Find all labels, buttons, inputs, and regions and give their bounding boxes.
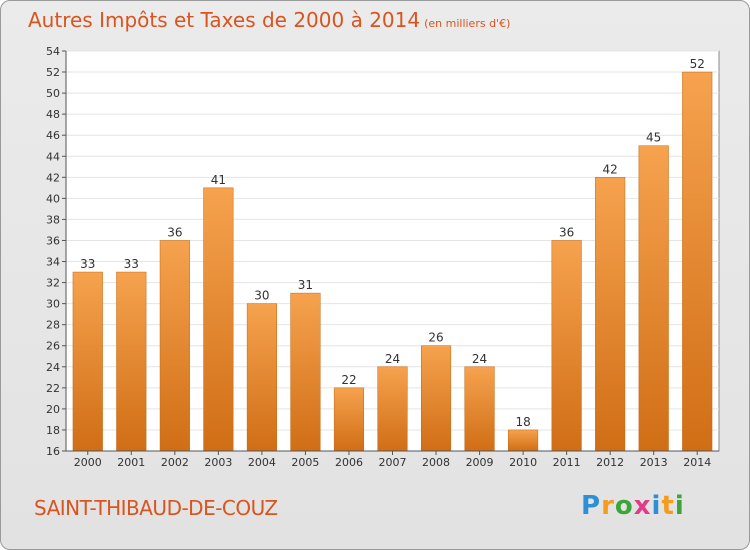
bar-value-label: 36 [559, 225, 574, 239]
bar [377, 366, 408, 452]
bar [508, 429, 539, 452]
bar [116, 271, 147, 452]
bar [246, 303, 277, 452]
y-tick-label: 24 [46, 361, 60, 374]
y-tick-label: 54 [46, 45, 60, 58]
logo-letter: i [674, 491, 685, 521]
y-tick-label: 46 [46, 129, 60, 142]
bar-value-label: 33 [124, 257, 139, 271]
chart-title-text: Autres Impôts et Taxes de 2000 à 2014 [28, 8, 421, 32]
bar-value-label: 18 [515, 415, 530, 429]
bar-value-label: 45 [646, 131, 661, 145]
x-tick-label: 2014 [683, 456, 711, 469]
logo-letter: r [601, 491, 615, 521]
y-tick-label: 40 [46, 192, 60, 205]
bar [203, 187, 234, 452]
bar-value-label: 42 [603, 162, 618, 176]
x-tick-label: 2008 [422, 456, 450, 469]
bar [595, 177, 626, 452]
y-tick-label: 36 [46, 234, 60, 247]
x-tick-label: 2002 [161, 456, 189, 469]
proxiti-logo: Proxiti [581, 491, 685, 521]
chart-title: Autres Impôts et Taxes de 2000 à 2014 (en… [28, 8, 510, 32]
y-tick-label: 28 [46, 319, 60, 332]
bar [551, 240, 582, 452]
y-tick-label: 42 [46, 171, 60, 184]
y-tick-label: 44 [46, 150, 60, 163]
bar-value-label: 41 [211, 173, 226, 187]
y-tick-label: 48 [46, 108, 60, 121]
bar-value-label: 52 [690, 57, 705, 71]
bar-value-label: 24 [472, 352, 487, 366]
x-tick-label: 2010 [509, 456, 537, 469]
x-tick-label: 2012 [596, 456, 624, 469]
x-tick-label: 2003 [204, 456, 232, 469]
bar-value-label: 36 [167, 225, 182, 239]
x-tick-label: 2007 [379, 456, 407, 469]
bar-value-label: 31 [298, 278, 313, 292]
bar-value-label: 33 [80, 257, 95, 271]
commune-name: SAINT-THIBAUD-DE-COUZ [34, 496, 278, 520]
y-tick-label: 50 [46, 87, 60, 100]
bar-value-label: 24 [385, 352, 400, 366]
bar-value-label: 30 [254, 289, 269, 303]
x-tick-label: 2004 [248, 456, 276, 469]
logo-letter: x [633, 491, 652, 521]
y-tick-label: 18 [46, 424, 60, 437]
x-tick-label: 2001 [117, 456, 145, 469]
y-tick-label: 52 [46, 66, 60, 79]
bar [682, 71, 713, 452]
bar [333, 387, 365, 452]
y-tick-label: 22 [46, 382, 60, 395]
x-tick-label: 2006 [335, 456, 363, 469]
x-tick-label: 2005 [291, 456, 319, 469]
y-tick-label: 26 [46, 340, 60, 353]
y-tick-label: 16 [46, 445, 60, 458]
logo-letter: t [661, 491, 675, 521]
bar [290, 292, 321, 452]
bar-value-label: 22 [341, 373, 356, 387]
bar [638, 145, 669, 452]
y-tick-label: 32 [46, 277, 60, 290]
bar [72, 271, 103, 452]
logo-letter: o [614, 491, 634, 521]
bar [464, 366, 495, 452]
bar [420, 345, 452, 452]
y-tick-label: 34 [46, 256, 60, 269]
x-tick-label: 2000 [74, 456, 102, 469]
y-tick-label: 30 [46, 298, 60, 311]
x-tick-label: 2011 [553, 456, 581, 469]
chart-unit: (en milliers d'€) [424, 17, 511, 30]
x-tick-label: 2009 [466, 456, 494, 469]
bar-value-label: 26 [428, 331, 443, 345]
y-tick-label: 20 [46, 403, 60, 416]
y-tick-label: 38 [46, 213, 60, 226]
logo-letter: P [581, 491, 602, 521]
x-tick-label: 2013 [640, 456, 668, 469]
logo-letter: i [651, 491, 662, 521]
bar [159, 240, 190, 452]
